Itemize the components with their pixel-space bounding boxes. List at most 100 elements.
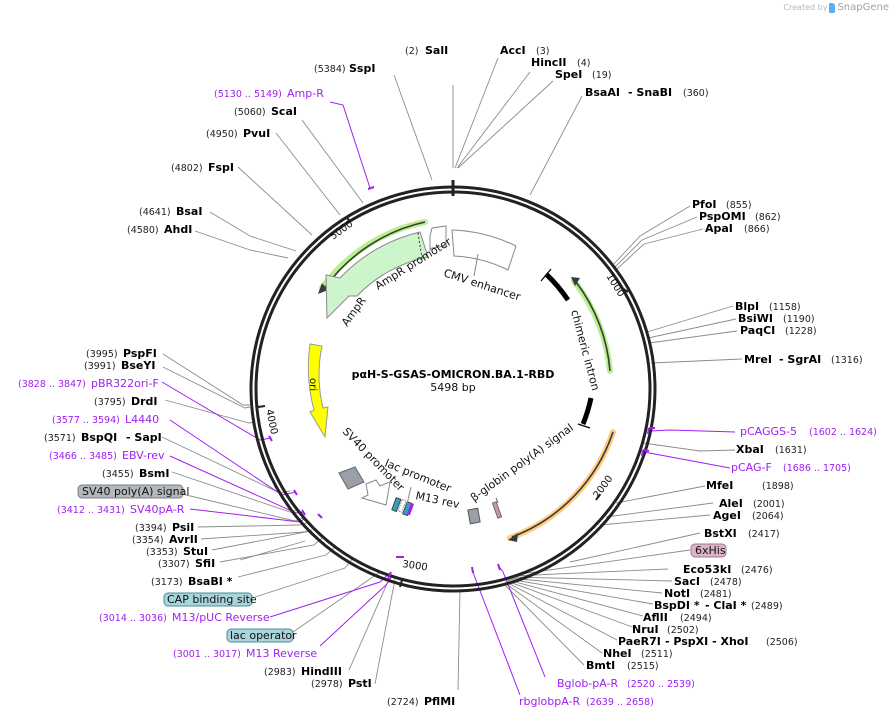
primer-pbr322ori-f[interactable]: pBR322ori-F [91, 377, 159, 390]
sv40-promoter-feature[interactable] [360, 479, 391, 506]
svg-text:(3353): (3353) [146, 547, 178, 558]
svg-text:(3466 .. 3485): (3466 .. 3485) [49, 451, 117, 462]
primer-rbglobpa-r[interactable]: rbglobpA-R [519, 695, 580, 708]
enzyme-bspqi[interactable]: BspQI [81, 431, 117, 444]
primer-bglob-pa-r[interactable]: Bglob-pA-R [557, 677, 619, 690]
primer-pcaggs-5[interactable]: pCAGGS-5 [740, 425, 797, 438]
enzyme-snabi[interactable]: - SnaBI [628, 86, 672, 99]
enzyme-bsmi[interactable]: BsmI [139, 467, 170, 480]
svg-text:(3014 .. 3036): (3014 .. 3036) [99, 613, 167, 624]
enzyme-agei[interactable]: AgeI [713, 509, 741, 522]
chimeric-intron-start [544, 272, 571, 302]
svg-text:(3307): (3307) [158, 559, 190, 570]
enzyme-fspi[interactable]: FspI [208, 161, 234, 174]
primer-sv40pa-r[interactable]: SV40pA-R [130, 503, 185, 516]
primer-m13-reverse[interactable]: M13 Reverse [246, 647, 317, 660]
primer-pcag-f[interactable]: pCAG-F [731, 461, 772, 474]
enzyme-bseyi[interactable]: BseYI [121, 359, 155, 372]
enzyme-sgrai[interactable]: - SgrAI [779, 353, 821, 366]
enzyme-eco53ki[interactable]: Eco53kI [683, 563, 731, 576]
enzyme-sapi[interactable]: - SapI [126, 431, 162, 444]
svg-text:(2001): (2001) [753, 499, 785, 510]
badge-6xhis[interactable] [690, 543, 727, 558]
svg-text:(4580): (4580) [127, 225, 159, 236]
enzyme-bsiwi[interactable]: BsiWI [738, 312, 773, 325]
enzyme-aflii[interactable]: AflII [643, 611, 668, 624]
svg-text:(3394): (3394) [135, 523, 167, 534]
enzyme-avrii[interactable]: AvrII [169, 533, 198, 546]
enzyme-stui[interactable]: StuI [183, 545, 208, 558]
svg-text:(3995): (3995) [86, 349, 118, 360]
m13-rev-feature[interactable] [407, 503, 414, 516]
enzyme-bsai[interactable]: BsaI [176, 205, 202, 218]
badge-cap-binding-site[interactable] [163, 592, 253, 607]
enzyme-apai[interactable]: ApaI [705, 222, 733, 235]
enzyme-sali[interactable]: SalI [425, 44, 448, 57]
enzyme-drdi[interactable]: DrdI [131, 395, 158, 408]
enzyme-sspi[interactable]: SspI [349, 62, 375, 75]
enzyme-paqci[interactable]: PaqCI [740, 324, 775, 337]
tick-label-1000: 1000 [603, 272, 626, 299]
sv40-polya-feature[interactable] [338, 466, 365, 490]
enzyme-sfii[interactable]: SfiI [195, 557, 215, 570]
svg-text:(2417): (2417) [748, 529, 780, 540]
enzyme-alei[interactable]: AleI [719, 497, 743, 510]
svg-text:(2515): (2515) [627, 661, 659, 672]
enzyme-pvui[interactable]: PvuI [243, 127, 270, 140]
beta-globin-polya-feature[interactable] [467, 507, 481, 525]
enzyme-pspomi[interactable]: PspOMI [699, 210, 746, 223]
svg-text:(3): (3) [536, 46, 549, 57]
enzyme-paer7i[interactable]: PaeR7I [618, 635, 661, 648]
enzyme-hindiii[interactable]: HindIII [301, 665, 342, 678]
green-orf-arc [575, 281, 611, 372]
primer-m13-puc-reverse[interactable]: M13/pUC Reverse [172, 611, 270, 624]
ampr-feature[interactable] [325, 231, 429, 320]
ori-feature[interactable] [307, 343, 329, 439]
enzyme-bspdi[interactable]: BspDI * [654, 599, 700, 612]
svg-text:(4802): (4802) [171, 163, 203, 174]
enzyme-leader-lines [161, 57, 743, 691]
enzyme-noti[interactable]: NotI [664, 587, 690, 600]
svg-text:(2478): (2478) [710, 577, 742, 588]
enzyme-nhei[interactable]: NheI [603, 647, 632, 660]
enzyme-acci[interactable]: AccI [500, 44, 526, 57]
enzyme-scai[interactable]: ScaI [271, 105, 297, 118]
enzyme-blpi[interactable]: BlpI [735, 300, 759, 313]
enzyme-psii[interactable]: PsiI [172, 521, 194, 534]
enzyme-bmti[interactable]: BmtI [586, 659, 615, 672]
svg-text:(2724): (2724) [387, 697, 419, 708]
ampr-promoter-feature[interactable] [429, 225, 447, 252]
svg-text:(1602 .. 1624): (1602 .. 1624) [809, 427, 877, 438]
enzyme-bstxi[interactable]: BstXI [704, 527, 737, 540]
cmv-enhancer-feature[interactable] [451, 229, 517, 271]
enzyme-pspxi-xhoi[interactable]: - PspXI - XhoI [665, 635, 748, 648]
svg-text:SV40 poly(A) signal: SV40 poly(A) signal [82, 485, 189, 498]
svg-text:(3354): (3354) [132, 535, 164, 546]
enzyme-psti[interactable]: PstI [348, 677, 372, 690]
primer-l4440[interactable]: L4440 [125, 413, 159, 426]
svg-text:lac operator: lac operator [230, 629, 297, 642]
badge-sv40-polya-signal[interactable] [77, 484, 184, 499]
enzyme-xbai[interactable]: XbaI [736, 443, 764, 456]
enzyme-pspfi[interactable]: PspFI [123, 347, 157, 360]
enzyme-nrui[interactable]: NruI [632, 623, 659, 636]
enzyme-pflmi[interactable]: PflMI [424, 695, 455, 708]
enzyme-hincii[interactable]: HincII [531, 56, 567, 69]
enzyme-clai[interactable]: - ClaI * [705, 599, 747, 612]
enzyme-pfoi[interactable]: PfoI [692, 198, 717, 211]
enzyme-saci[interactable]: SacI [674, 575, 700, 588]
cap-binding-site-feature[interactable] [391, 497, 402, 513]
primer-ebv-rev[interactable]: EBV-rev [122, 449, 165, 462]
svg-text:(1898): (1898) [762, 481, 794, 492]
enzyme-ahdi[interactable]: AhdI [164, 223, 192, 236]
enzyme-bsabi[interactable]: BsaBI * [188, 575, 233, 588]
enzyme-bsaai[interactable]: BsaAI [585, 86, 620, 99]
enzyme-mfei[interactable]: MfeI [706, 479, 733, 492]
badge-lac-operator[interactable] [226, 628, 294, 643]
primer-amp-r[interactable]: Amp-R [287, 87, 324, 100]
svg-text:(3571): (3571) [44, 433, 76, 444]
6xhis-feature[interactable] [491, 501, 503, 519]
svg-text:(1316): (1316) [831, 355, 863, 366]
enzyme-mrei[interactable]: MreI [744, 353, 772, 366]
enzyme-spei[interactable]: SpeI [555, 68, 582, 81]
